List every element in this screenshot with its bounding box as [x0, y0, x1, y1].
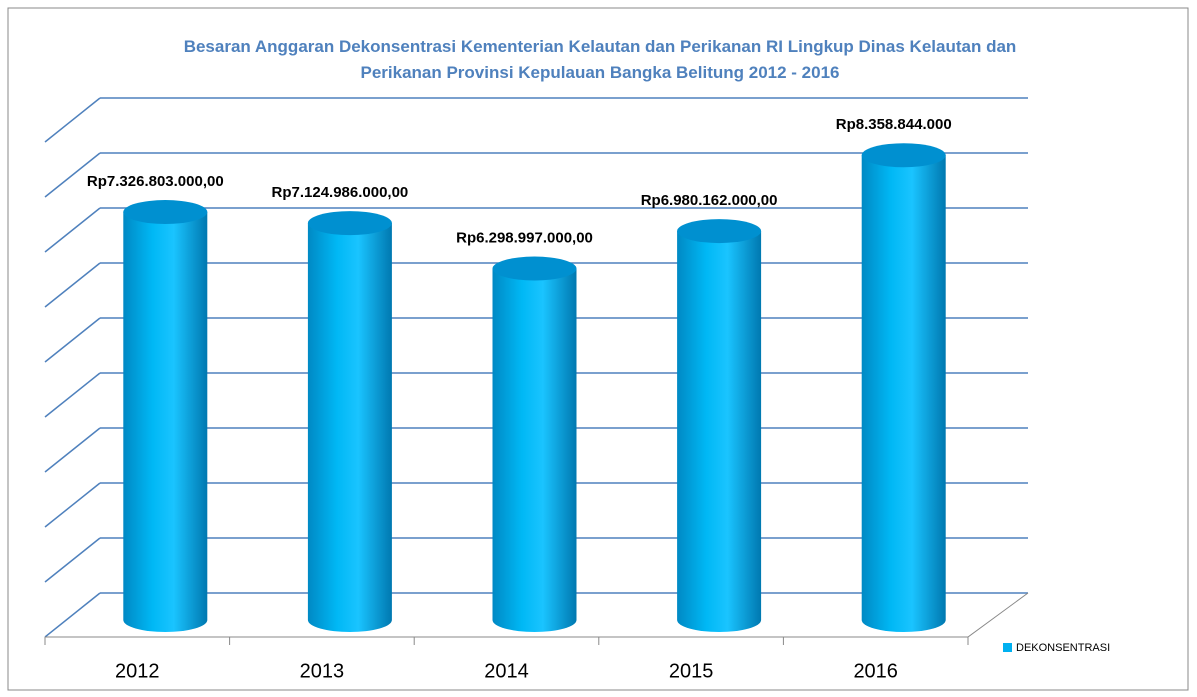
- bar-body: [123, 212, 208, 632]
- grid-line-side: [44, 97, 101, 143]
- x-tick-label: 2014: [484, 660, 529, 682]
- bar: [861, 143, 946, 632]
- legend-swatch: [1003, 643, 1012, 652]
- grid-line-side: [44, 537, 101, 583]
- value-label: Rp7.124.986.000,00: [272, 184, 409, 201]
- x-tick-label: 2012: [115, 660, 160, 682]
- legend-label: DEKONSENTRASI: [1016, 642, 1110, 654]
- bar-body: [861, 155, 946, 632]
- chart-title: Besaran Anggaran Dekonsentrasi Kementeri…: [183, 37, 1017, 82]
- grid-line-side: [44, 482, 101, 528]
- bar-top: [492, 256, 577, 281]
- bar-body: [677, 231, 762, 632]
- bar-top: [307, 211, 392, 236]
- bar-top: [123, 200, 208, 225]
- value-label: Rp7.326.803.000,00: [87, 173, 224, 190]
- grid-line-side: [44, 207, 101, 253]
- value-label: Rp8.358.844.000: [836, 116, 952, 133]
- bar-top: [677, 219, 762, 244]
- bar: [307, 211, 392, 632]
- x-tick-label: 2016: [853, 660, 898, 682]
- chart-border: [7, 7, 1189, 691]
- grid-line-side: [44, 592, 101, 638]
- grid-line-side: [44, 372, 101, 418]
- bar: [123, 200, 208, 632]
- grid-line-side: [44, 262, 101, 308]
- bar-body: [492, 268, 577, 632]
- x-tick-label: 2013: [300, 660, 345, 682]
- bar: [492, 256, 577, 632]
- value-label: Rp6.980.162.000,00: [641, 192, 778, 209]
- bar-body: [307, 223, 392, 632]
- grid-line-side: [44, 427, 101, 473]
- x-tick-label: 2015: [669, 660, 714, 682]
- value-label: Rp6.298.997.000,00: [456, 230, 593, 247]
- bar: [677, 219, 762, 632]
- grid-line-side: [44, 317, 101, 363]
- grid-line-side: [44, 152, 101, 198]
- bar-top: [861, 143, 946, 168]
